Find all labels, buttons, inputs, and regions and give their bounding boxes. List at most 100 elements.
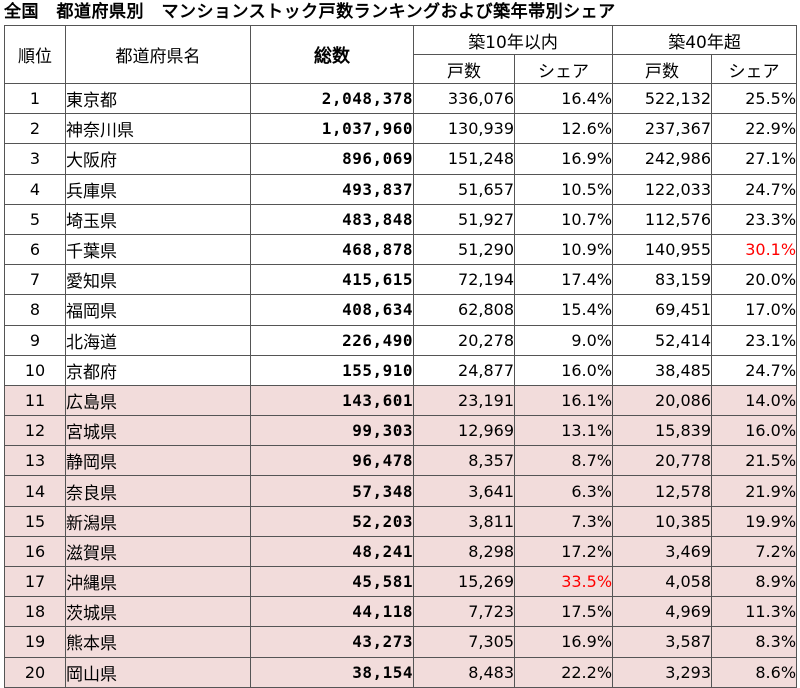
units-40-cell: 52,414: [612, 324, 713, 356]
total-cell: 43,273: [250, 626, 414, 658]
rank-cell: 17: [4, 565, 66, 598]
units-40-cell: 10,385: [612, 505, 713, 537]
prefecture-cell: 静岡県: [65, 445, 251, 477]
units-40-cell: 12,578: [612, 475, 713, 507]
total-cell: 45,581: [250, 565, 414, 598]
prefecture-cell: 岡山県: [65, 656, 251, 688]
units-40-cell: 83,159: [612, 264, 713, 296]
rank-cell: 4: [4, 173, 66, 205]
header-prefecture: 都道府県名: [65, 25, 251, 84]
prefecture-cell: 神奈川県: [65, 113, 251, 145]
units-10-cell: 3,641: [413, 475, 515, 507]
rank-cell: 7: [4, 264, 66, 296]
table-row: 2 神奈川県 1,037,960 130,939 12.6% 237,367 22.9%: [4, 113, 798, 145]
units-40-cell: 242,986: [612, 143, 713, 175]
prefecture-cell: 大阪府: [65, 143, 251, 175]
units-40-cell: 3,469: [612, 535, 713, 568]
rank-cell: 2: [4, 113, 66, 145]
units-10-cell: 8,298: [413, 535, 515, 568]
share-40-cell: 11.3%: [711, 596, 798, 628]
total-cell: 2,048,378: [250, 82, 414, 115]
header-over-40-years: 築40年超: [612, 25, 798, 55]
rank-cell: 1: [4, 82, 66, 115]
share-40-cell: 24.7%: [711, 354, 798, 386]
share-40-cell: 24.7%: [711, 173, 798, 205]
rank-cell: 16: [4, 535, 66, 568]
total-cell: 226,490: [250, 324, 414, 356]
share-10-cell: 22.2%: [513, 656, 614, 688]
share-10-cell: 16.9%: [513, 626, 614, 658]
prefecture-cell: 北海道: [65, 324, 251, 356]
share-40-cell: 23.1%: [711, 324, 798, 356]
share-10-cell: 17.2%: [513, 535, 614, 568]
total-cell: 99,303: [250, 415, 414, 447]
rank-cell: 11: [4, 384, 66, 417]
units-10-cell: 51,657: [413, 173, 515, 205]
share-40-cell: 19.9%: [711, 505, 798, 537]
table-row: 17 沖縄県 45,581 15,269 33.5% 4,058 8.9%: [4, 565, 798, 598]
total-cell: 57,348: [250, 475, 414, 507]
share-10-cell: 16.1%: [513, 384, 614, 417]
share-40-cell: 14.0%: [711, 384, 798, 417]
table-row: 15 新潟県 52,203 3,811 7.3% 10,385 19.9%: [4, 505, 798, 537]
units-10-cell: 12,969: [413, 415, 515, 447]
prefecture-cell: 宮城県: [65, 415, 251, 447]
table-row: 9 北海道 226,490 20,278 9.0% 52,414 23.1%: [4, 324, 798, 356]
share-40-cell: 16.0%: [711, 415, 798, 447]
units-10-cell: 15,269: [413, 565, 515, 598]
total-cell: 1,037,960: [250, 113, 414, 145]
share-10-cell: 10.7%: [513, 203, 614, 235]
rank-cell: 20: [4, 656, 66, 688]
prefecture-cell: 兵庫県: [65, 173, 251, 205]
units-40-cell: 69,451: [612, 294, 713, 326]
share-40-cell: 21.5%: [711, 445, 798, 477]
prefecture-cell: 滋賀県: [65, 535, 251, 568]
prefecture-cell: 広島県: [65, 384, 251, 417]
rank-cell: 6: [4, 233, 66, 266]
table-row: 6 千葉県 468,878 51,290 10.9% 140,955 30.1%: [4, 233, 798, 266]
table-row: 3 大阪府 896,069 151,248 16.9% 242,986 27.1%: [4, 143, 798, 175]
table-row: 13 静岡県 96,478 8,357 8.7% 20,778 21.5%: [4, 445, 798, 477]
prefecture-cell: 千葉県: [65, 233, 251, 266]
total-cell: 44,118: [250, 596, 414, 628]
share-10-cell: 15.4%: [513, 294, 614, 326]
share-40-cell: 8.6%: [711, 656, 798, 688]
share-10-cell: 8.7%: [513, 445, 614, 477]
units-40-cell: 237,367: [612, 113, 713, 145]
prefecture-cell: 熊本県: [65, 626, 251, 658]
units-40-cell: 140,955: [612, 233, 713, 266]
prefecture-cell: 東京都: [65, 82, 251, 115]
units-10-cell: 151,248: [413, 143, 515, 175]
table-row: 7 愛知県 415,615 72,194 17.4% 83,159 20.0%: [4, 264, 798, 296]
header-total: 総数: [250, 25, 414, 84]
share-40-cell: 7.2%: [711, 535, 798, 568]
total-cell: 96,478: [250, 445, 414, 477]
table-header: 順位 都道府県名 総数 築10年以内 築40年超 戸数 シェア 戸数 シェア: [4, 25, 798, 84]
units-40-cell: 3,587: [612, 626, 713, 658]
units-40-cell: 15,839: [612, 415, 713, 447]
header-share-10: シェア: [513, 54, 614, 84]
prefecture-cell: 茨城県: [65, 596, 251, 628]
units-40-cell: 3,293: [612, 656, 713, 688]
rank-cell: 12: [4, 415, 66, 447]
units-40-cell: 112,576: [612, 203, 713, 235]
share-10-cell: 6.3%: [513, 475, 614, 507]
prefecture-cell: 京都府: [65, 354, 251, 386]
share-40-cell: 25.5%: [711, 82, 798, 115]
share-40-cell: 8.3%: [711, 626, 798, 658]
prefecture-cell: 福岡県: [65, 294, 251, 326]
units-10-cell: 72,194: [413, 264, 515, 296]
ranking-table: 順位 都道府県名 総数 築10年以内 築40年超 戸数 シェア 戸数 シェア 1…: [4, 25, 798, 688]
share-40-cell: 22.9%: [711, 113, 798, 145]
table-row: 10 京都府 155,910 24,877 16.0% 38,485 24.7%: [4, 354, 798, 386]
rank-cell: 3: [4, 143, 66, 175]
rank-cell: 14: [4, 475, 66, 507]
table-row: 8 福岡県 408,634 62,808 15.4% 69,451 17.0%: [4, 294, 798, 326]
share-10-cell: 10.5%: [513, 173, 614, 205]
share-10-cell: 16.0%: [513, 354, 614, 386]
units-40-cell: 20,778: [612, 445, 713, 477]
units-10-cell: 7,723: [413, 596, 515, 628]
table-row: 5 埼玉県 483,848 51,927 10.7% 112,576 23.3%: [4, 203, 798, 235]
share-40-cell: 17.0%: [711, 294, 798, 326]
total-cell: 415,615: [250, 264, 414, 296]
